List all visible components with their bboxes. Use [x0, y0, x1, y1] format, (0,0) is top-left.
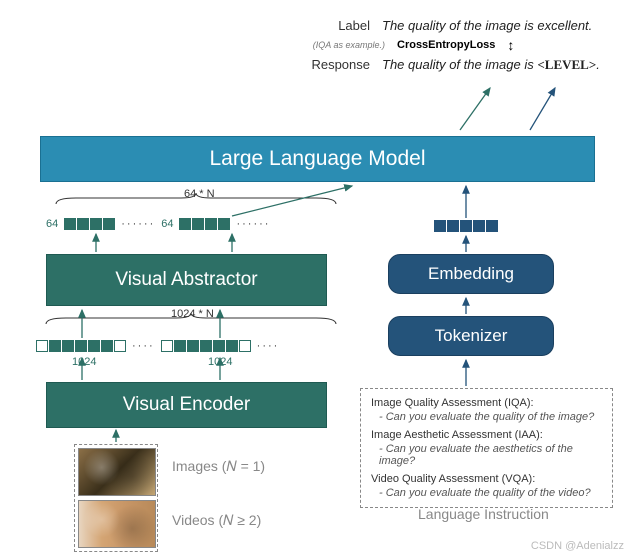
visual-abstractor-label: Visual Abstractor: [115, 269, 257, 291]
response-key: Response: [300, 57, 370, 72]
embedding-label: Embedding: [428, 264, 514, 284]
instr-t3: Video Quality Assessment (VQA):: [371, 473, 602, 485]
loss-name: CrossEntropyLoss: [397, 39, 495, 51]
response-text: The quality of the image is <LEVEL>.: [382, 57, 600, 73]
dots-4: ····: [257, 340, 280, 352]
instr-t1: Image Quality Assessment (IQA):: [371, 397, 602, 409]
tokenizer-block: Tokenizer: [388, 316, 554, 356]
response-level: <LEVEL>: [537, 57, 596, 72]
thumb-video: [78, 500, 156, 548]
thumb-image: [78, 448, 156, 496]
embed-tokens: [434, 220, 498, 232]
dots-3: ····: [132, 340, 155, 352]
input-media-box: [74, 444, 158, 552]
visual-encoder-block: Visual Encoder: [46, 382, 327, 428]
instruction-box: Image Quality Assessment (IQA): - Can yo…: [360, 388, 613, 508]
tokens64-group: 64 * N: [46, 192, 348, 211]
response-prefix: The quality of the image is: [382, 57, 537, 72]
tokens64-row: 64 ······ 64 ······: [46, 218, 270, 230]
updown-arrow: ↕: [507, 37, 514, 53]
tok64-a: [64, 218, 115, 230]
instruction-caption: Language Instruction: [418, 506, 549, 522]
instr-q2: - Can you evaluate the aesthetics of the…: [379, 443, 602, 467]
tok1024-label-b: 1024: [208, 356, 232, 368]
llm-block: Large Language Model: [40, 136, 595, 182]
videos-label: Videos (𝑁 ≥ 2): [172, 512, 261, 529]
tokens1024-row: ···· ····: [36, 340, 279, 352]
instr-t2: Image Aesthetic Assessment (IAA):: [371, 429, 602, 441]
label-text: The quality of the image is excellent.: [382, 18, 592, 33]
visual-encoder-label: Visual Encoder: [123, 394, 250, 416]
label-key: Label: [300, 18, 370, 33]
tokenizer-label: Tokenizer: [435, 326, 508, 346]
iqa-note: (IQA as example.): [300, 40, 385, 50]
brace-1024-label: 1024 * N: [171, 308, 214, 320]
images-label: Images (𝑁 = 1): [172, 458, 265, 475]
top-section: Label The quality of the image is excell…: [300, 18, 620, 73]
tok64-label-b: 64: [161, 218, 173, 230]
tok1024-b: [161, 340, 251, 352]
tok64-label-a: 64: [46, 218, 58, 230]
tok1024-a: [36, 340, 126, 352]
tok64-b: [179, 218, 230, 230]
brace-64-label: 64 * N: [184, 188, 215, 200]
dots-2: ······: [236, 218, 270, 230]
llm-label: Large Language Model: [209, 147, 425, 171]
watermark: CSDN @Adenialzz: [531, 540, 624, 552]
embedding-block: Embedding: [388, 254, 554, 294]
visual-abstractor-block: Visual Abstractor: [46, 254, 327, 306]
tok1024-label-a: 1024: [72, 356, 96, 368]
response-suffix: .: [596, 57, 600, 72]
tokens1024-group: 1024 * N: [36, 312, 348, 331]
instr-q1: - Can you evaluate the quality of the im…: [379, 411, 602, 423]
dots-1: ······: [121, 218, 155, 230]
instr-q3: - Can you evaluate the quality of the vi…: [379, 487, 602, 499]
